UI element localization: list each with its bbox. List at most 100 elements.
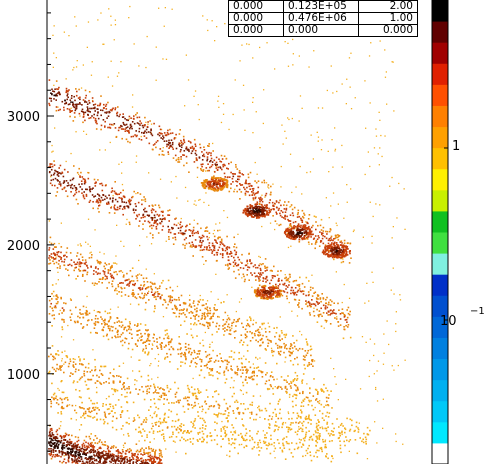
noise-point	[302, 430, 304, 433]
band-point	[205, 167, 208, 169]
band-point	[52, 439, 54, 442]
band-point	[72, 103, 74, 105]
band-point	[226, 235, 228, 238]
band-point	[144, 351, 146, 353]
band-point	[141, 199, 143, 201]
band-point	[86, 414, 89, 417]
band-point	[194, 239, 197, 241]
band-point	[268, 201, 271, 204]
noise-point	[96, 386, 98, 389]
band-point	[152, 144, 155, 146]
band-point	[314, 430, 317, 432]
band-point	[310, 354, 312, 357]
band-point	[94, 369, 96, 372]
band-point	[145, 131, 148, 134]
band-point	[207, 322, 209, 325]
noise-point	[313, 360, 316, 362]
band-point	[107, 126, 109, 129]
band-point	[268, 325, 271, 328]
band-point	[128, 285, 130, 287]
band-point	[253, 332, 256, 335]
band-point	[204, 316, 207, 318]
band-point	[227, 325, 229, 328]
band-point	[157, 457, 160, 459]
band-point	[285, 204, 288, 207]
band-point	[54, 254, 56, 256]
band-point	[117, 459, 119, 461]
band-point	[111, 199, 114, 202]
band-point	[82, 414, 84, 417]
band-point	[195, 313, 198, 316]
band-point	[282, 438, 284, 441]
band-point	[58, 167, 60, 169]
band-point	[297, 209, 300, 212]
band-point	[54, 88, 56, 90]
band-point	[324, 427, 326, 430]
band-point	[288, 393, 291, 396]
band-point	[61, 461, 63, 464]
noise-point	[321, 426, 323, 428]
band-point	[216, 443, 219, 446]
band-point	[315, 239, 318, 242]
band-point	[315, 241, 317, 244]
band-point	[101, 278, 104, 280]
noise-point	[128, 417, 130, 419]
band-point	[104, 278, 107, 281]
noise-point	[369, 338, 371, 340]
band-point	[134, 134, 136, 136]
band-point	[77, 97, 80, 99]
noise-point	[100, 12, 102, 14]
noise-point	[403, 188, 405, 190]
band-point	[270, 438, 272, 440]
noise-point	[231, 327, 233, 329]
band-point	[155, 221, 157, 224]
band-point	[304, 367, 306, 370]
noise-point	[379, 40, 381, 42]
band-point	[108, 325, 110, 327]
band-point	[111, 283, 113, 285]
band-point	[205, 248, 208, 251]
band-point	[343, 326, 345, 328]
band-point	[206, 230, 209, 232]
band-point	[110, 410, 113, 412]
band-point	[190, 244, 192, 247]
noise-point	[116, 75, 119, 77]
noise-point	[375, 128, 377, 130]
noise-point	[397, 364, 399, 367]
band-point	[285, 276, 287, 279]
band-point	[249, 430, 251, 432]
band-point	[215, 414, 217, 416]
band-point	[57, 403, 60, 406]
noise-point	[395, 440, 397, 443]
band-point	[144, 352, 146, 354]
band-point	[159, 222, 162, 225]
band-point	[290, 225, 292, 228]
band-point	[125, 456, 128, 458]
band-point	[179, 348, 182, 351]
band-point	[112, 415, 114, 418]
band-point	[55, 402, 58, 404]
noise-point	[270, 347, 273, 349]
band-point	[78, 460, 80, 463]
band-point	[274, 202, 276, 205]
band-point	[330, 430, 333, 432]
band-point	[67, 443, 69, 445]
band-point	[83, 178, 86, 181]
band-point	[79, 358, 81, 360]
band-point	[316, 438, 319, 440]
band-point	[220, 360, 223, 362]
band-point	[71, 434, 73, 437]
band-point	[228, 253, 231, 255]
noise-point	[75, 25, 77, 27]
band-point	[79, 407, 82, 409]
noise-point	[157, 353, 160, 356]
band-point	[151, 450, 153, 452]
band-point	[111, 187, 113, 190]
band-point	[321, 390, 323, 392]
band-point	[69, 252, 72, 254]
band-point	[301, 209, 304, 212]
band-point	[197, 389, 200, 392]
band-point	[104, 262, 106, 264]
band-point	[249, 182, 251, 185]
band-point	[169, 341, 172, 344]
